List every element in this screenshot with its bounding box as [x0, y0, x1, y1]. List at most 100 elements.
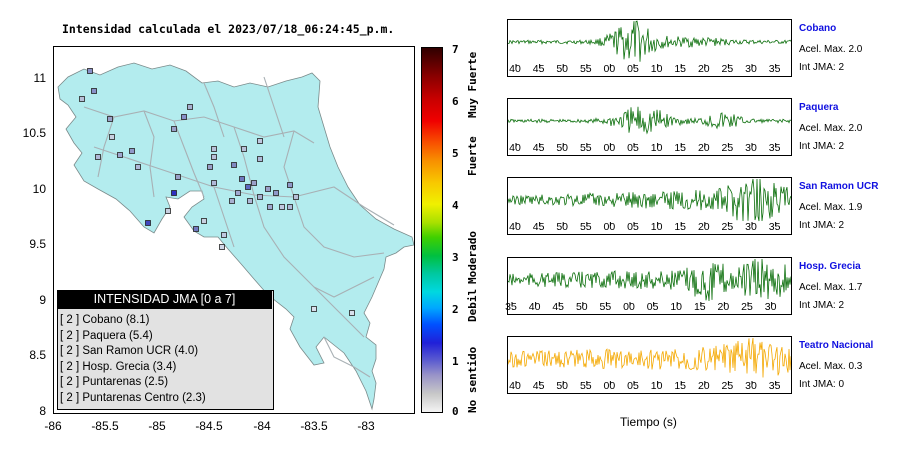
time-tick-label: 30	[745, 380, 757, 392]
waveform-plot	[508, 106, 791, 147]
colorbar-tick: 1	[452, 355, 459, 368]
station-marker	[245, 184, 251, 190]
station-marker	[95, 154, 101, 160]
map-ytick: 8	[39, 404, 46, 418]
station-marker	[287, 182, 293, 188]
max-acceleration: Acel. Max. 0.3	[799, 361, 863, 372]
station-marker	[145, 220, 151, 226]
station-marker	[181, 114, 187, 120]
time-tick-label: 00	[603, 63, 616, 75]
station-marker	[257, 138, 263, 144]
time-tick-label: 50	[575, 301, 588, 313]
station-marker	[279, 204, 285, 210]
station-marker	[267, 204, 273, 210]
station-marker	[219, 244, 225, 250]
time-tick-label: 40	[509, 142, 521, 154]
time-tick-label: 20	[717, 301, 730, 313]
waveform-trace	[508, 337, 791, 378]
station-marker	[171, 126, 177, 132]
colorbar-tick: 2	[452, 303, 459, 316]
costa-rica-map	[57, 62, 414, 411]
time-tick-label: 05	[646, 301, 659, 313]
waveform-panel[interactable]	[507, 19, 792, 77]
map-xtick: -85	[148, 419, 166, 433]
station-name[interactable]: San Ramon UCR	[799, 181, 879, 192]
station-markers	[79, 68, 355, 316]
time-tick-label: 15	[693, 301, 706, 313]
jma-intensity: Int JMA: 2	[799, 141, 845, 152]
time-tick-label: 10	[650, 221, 663, 233]
station-marker	[311, 306, 317, 312]
station-marker	[211, 146, 217, 152]
legend-list: [ 2 ] Cobano (8.1) [ 2 ] Paquera (5.4) […	[60, 313, 206, 406]
time-tick-label: 25	[721, 221, 734, 233]
time-tick-label: 30	[745, 142, 757, 154]
station-name[interactable]: Teatro Nacional	[799, 340, 874, 351]
station-marker	[235, 190, 241, 196]
time-tick-label: 05	[627, 380, 639, 392]
time-tick-label: 55	[579, 221, 592, 233]
waveform-panel[interactable]	[507, 177, 792, 235]
legend-item: [ 2 ] Hosp. Grecia (3.4)	[60, 360, 177, 373]
map-ytick: 10.5	[22, 126, 46, 140]
time-tick-label: 15	[674, 380, 687, 392]
map-xtick: -84	[253, 419, 271, 433]
max-acceleration: Acel. Max. 2.0	[799, 123, 863, 134]
time-tick-label: 10	[650, 142, 663, 154]
station-name[interactable]: Hosp. Grecia	[799, 261, 861, 272]
legend-item: [ 2 ] Cobano (8.1)	[60, 314, 150, 326]
time-tick-label: 00	[603, 380, 616, 392]
station-name[interactable]: Cobano	[799, 23, 837, 34]
intensity-legend	[57, 290, 274, 410]
time-tick-label: 15	[674, 63, 687, 75]
time-tick-label: 25	[721, 380, 734, 392]
time-tick-label: 40	[509, 63, 521, 75]
time-tick-label: 45	[532, 380, 545, 392]
waveform-panel[interactable]	[507, 336, 792, 394]
map-xtick: -86	[44, 419, 62, 433]
map-title: Intensidad calculada el 2023/07/18_06:24…	[62, 22, 395, 36]
colorbar-tick: 0	[452, 405, 459, 418]
time-tick-label: 20	[697, 221, 710, 233]
time-tick-label: 20	[697, 142, 710, 154]
road-network	[83, 76, 395, 378]
station-marker	[135, 164, 141, 170]
time-tick-label: 55	[599, 301, 612, 313]
time-tick-label: 30	[745, 221, 757, 233]
costa-rica-landmass	[57, 62, 414, 411]
legend-item: [ 2 ] Puntarenas Centro (2.3)	[60, 391, 206, 404]
station-marker	[211, 154, 217, 160]
waveform-plot	[508, 178, 791, 226]
legend-header: INTENSIDAD JMA [0 a 7]	[57, 290, 272, 309]
time-tick-label: 25	[721, 63, 734, 75]
waveform-trace	[508, 106, 791, 135]
time-tick-label: 45	[532, 142, 545, 154]
waveform-panel[interactable]	[507, 98, 792, 156]
colorbar-tick: 4	[452, 199, 459, 212]
time-tick-label: 35	[505, 301, 517, 313]
waveform-plot	[508, 337, 791, 385]
station-marker	[129, 148, 135, 154]
station-marker	[109, 134, 115, 140]
station-marker	[175, 174, 181, 180]
max-acceleration: Acel. Max. 1.7	[799, 282, 863, 293]
station-marker	[201, 218, 207, 224]
waveform-trace	[508, 178, 791, 222]
time-tick-label: 20	[697, 380, 710, 392]
waveform-plot	[508, 20, 791, 68]
waveform-panel[interactable]	[507, 257, 792, 315]
legend-item: [ 2 ] Puntarenas (2.5)	[60, 376, 169, 388]
time-tick-label: 40	[509, 380, 521, 392]
colorbar-label: No sentido	[466, 346, 479, 413]
station-marker	[91, 88, 97, 94]
colorbar-tick: 5	[452, 147, 459, 160]
colorbar-tick: 6	[452, 95, 459, 108]
time-tick-label: 45	[532, 221, 545, 233]
station-marker	[221, 232, 227, 238]
time-tick-label: 35	[768, 221, 781, 233]
time-tick-label: 00	[603, 142, 616, 154]
time-tick-label: 50	[556, 63, 569, 75]
station-name[interactable]: Paquera	[799, 102, 839, 113]
jma-intensity: Int JMA: 0	[799, 379, 845, 390]
waveform-plot	[508, 258, 791, 306]
